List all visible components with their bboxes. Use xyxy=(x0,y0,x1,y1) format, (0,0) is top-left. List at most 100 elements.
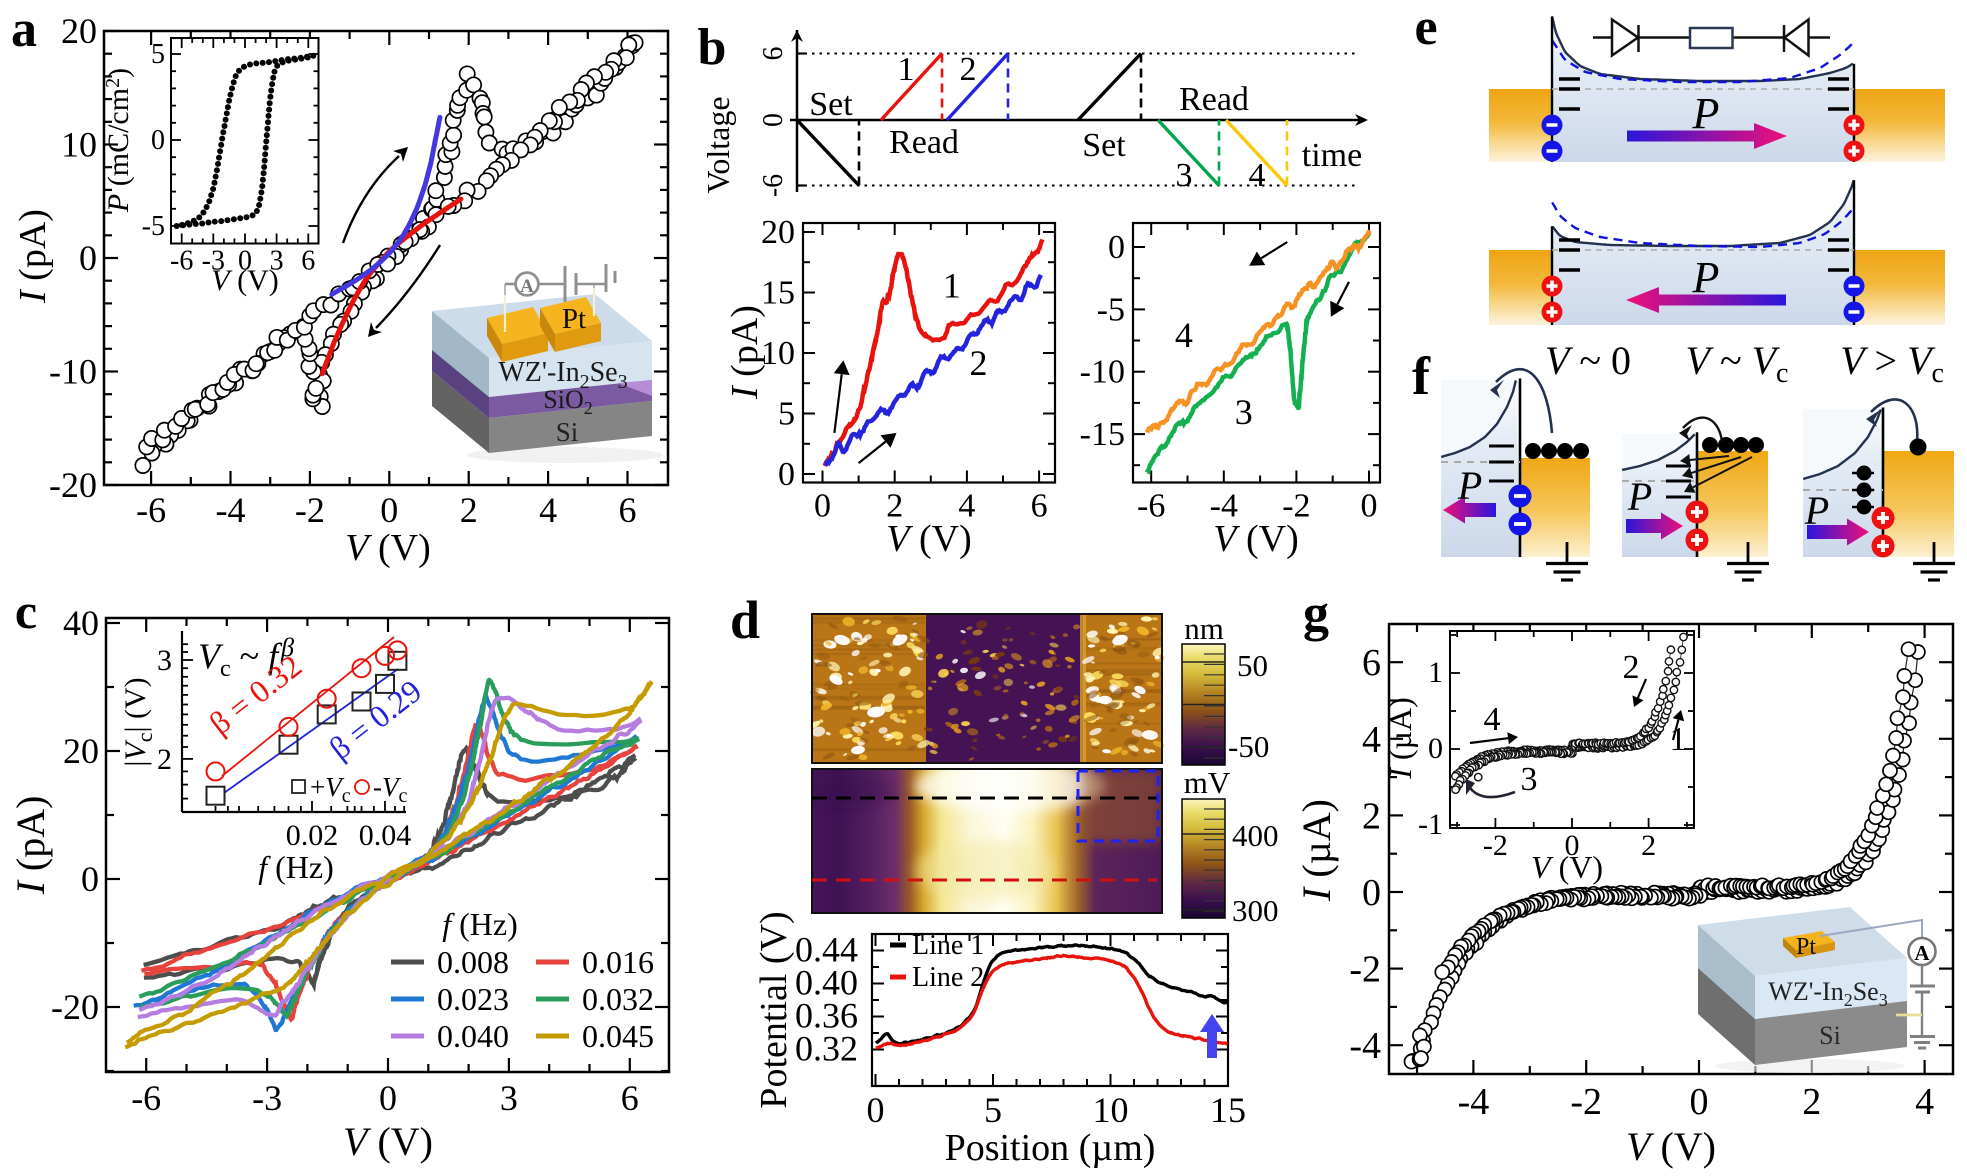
svg-text:V (V): V (V) xyxy=(886,518,971,560)
svg-text:WZ'-In2Se3: WZ'-In2Se3 xyxy=(1768,977,1887,1010)
svg-text:e: e xyxy=(1414,0,1437,56)
svg-text:V ~ 0: V ~ 0 xyxy=(1545,338,1631,383)
svg-text:3: 3 xyxy=(270,246,284,277)
svg-text:0.36: 0.36 xyxy=(795,996,858,1036)
svg-text:2: 2 xyxy=(1362,795,1381,837)
svg-text:1: 1 xyxy=(943,265,961,305)
svg-text:-50: -50 xyxy=(1228,729,1269,764)
svg-text:0.02: 0.02 xyxy=(286,819,339,852)
svg-text:Position (µm): Position (µm) xyxy=(945,1127,1156,1169)
svg-text:P: P xyxy=(1457,463,1482,508)
svg-text:2: 2 xyxy=(460,490,478,530)
svg-text:2: 2 xyxy=(1802,1081,1821,1123)
svg-text:5: 5 xyxy=(984,1090,1002,1130)
svg-text:3: 3 xyxy=(1176,157,1193,194)
svg-text:Set: Set xyxy=(1082,127,1126,164)
svg-text:-Vc: -Vc xyxy=(373,772,408,807)
svg-text:4: 4 xyxy=(1362,719,1381,761)
svg-text:1: 1 xyxy=(1428,656,1443,689)
svg-text:-5: -5 xyxy=(142,211,165,242)
svg-text:V > Vc: V > Vc xyxy=(1840,338,1944,389)
svg-text:-4: -4 xyxy=(216,490,246,530)
svg-text:I (pA): I (pA) xyxy=(12,209,54,304)
svg-text:6: 6 xyxy=(1362,642,1381,684)
svg-text:-5: -5 xyxy=(1097,291,1125,328)
svg-text:V (V): V (V) xyxy=(343,1119,433,1164)
svg-text:-20: -20 xyxy=(51,987,99,1027)
svg-text:0: 0 xyxy=(1565,829,1580,862)
svg-text:0: 0 xyxy=(1108,229,1125,266)
svg-text:0: 0 xyxy=(81,859,99,899)
svg-text:I (µA): I (µA) xyxy=(1382,697,1418,780)
svg-text:Line 2: Line 2 xyxy=(912,962,984,993)
svg-text:-20: -20 xyxy=(49,465,97,505)
svg-text:0: 0 xyxy=(238,246,252,277)
svg-text:0.023: 0.023 xyxy=(437,981,509,1017)
svg-text:50: 50 xyxy=(1237,648,1268,683)
svg-text:6: 6 xyxy=(621,1078,639,1118)
svg-text:WZ'-In2Se3: WZ'-In2Se3 xyxy=(498,357,627,393)
svg-text:V (V): V (V) xyxy=(1626,1124,1716,1169)
svg-text:0.40: 0.40 xyxy=(795,963,858,1003)
svg-text:0: 0 xyxy=(79,238,97,278)
svg-text:20: 20 xyxy=(761,214,795,251)
svg-text:0.016: 0.016 xyxy=(582,944,654,980)
svg-text:300: 300 xyxy=(1232,893,1279,928)
svg-text:0: 0 xyxy=(1428,732,1443,765)
svg-text:10: 10 xyxy=(61,125,97,165)
svg-text:2: 2 xyxy=(157,743,172,776)
svg-text:Read: Read xyxy=(1179,81,1249,118)
svg-text:I (µA): I (µA) xyxy=(1294,799,1339,902)
svg-text:0: 0 xyxy=(1361,488,1378,525)
svg-text:400: 400 xyxy=(1232,818,1279,853)
svg-text:4: 4 xyxy=(1484,701,1501,738)
svg-text:P: P xyxy=(1692,89,1720,138)
svg-text:2: 2 xyxy=(886,488,903,525)
svg-text:6: 6 xyxy=(758,47,789,61)
svg-text:3: 3 xyxy=(157,644,172,677)
svg-text:-10: -10 xyxy=(1080,354,1125,391)
svg-text:-2: -2 xyxy=(1349,949,1381,991)
svg-text:0: 0 xyxy=(379,1078,397,1118)
svg-text:Vc ~ fβ: Vc ~ fβ xyxy=(198,633,294,682)
svg-text:-2: -2 xyxy=(1483,829,1508,862)
svg-text:5: 5 xyxy=(151,39,165,70)
svg-text:2: 2 xyxy=(1623,649,1640,686)
svg-text:a: a xyxy=(11,1,37,58)
svg-text:Line 1: Line 1 xyxy=(912,930,984,961)
svg-text:P (mC/cm2): P (mC/cm2) xyxy=(102,68,135,213)
svg-text:0: 0 xyxy=(1362,872,1381,914)
svg-text:40: 40 xyxy=(63,603,99,643)
svg-text:|Vc| (V): |Vc| (V) xyxy=(119,677,157,766)
svg-text:20: 20 xyxy=(61,11,97,51)
svg-text:4: 4 xyxy=(1175,315,1193,355)
svg-text:f (Hz): f (Hz) xyxy=(258,849,334,885)
svg-text:I (pA): I (pA) xyxy=(724,305,766,400)
svg-text:0.008: 0.008 xyxy=(437,944,509,980)
svg-text:Read: Read xyxy=(889,124,959,161)
svg-text:nm: nm xyxy=(1184,611,1224,646)
svg-text:A: A xyxy=(520,276,534,297)
svg-text:2: 2 xyxy=(1641,829,1656,862)
svg-text:-1: -1 xyxy=(1418,808,1443,841)
svg-text:20: 20 xyxy=(63,731,99,771)
svg-text:P: P xyxy=(1804,488,1829,533)
svg-text:-2: -2 xyxy=(1282,488,1310,525)
svg-text:-6: -6 xyxy=(131,1078,161,1118)
svg-text:6: 6 xyxy=(1031,488,1048,525)
svg-text:3: 3 xyxy=(1235,392,1253,432)
svg-text:5: 5 xyxy=(778,396,795,433)
svg-text:0: 0 xyxy=(1690,1081,1709,1123)
svg-text:0: 0 xyxy=(778,456,795,493)
svg-text:-4: -4 xyxy=(1349,1025,1381,1067)
svg-text:10: 10 xyxy=(761,335,795,372)
svg-text:A: A xyxy=(1914,941,1930,965)
svg-text:f: f xyxy=(1412,346,1431,406)
svg-text:2: 2 xyxy=(960,51,977,88)
svg-text:3: 3 xyxy=(1521,761,1538,798)
svg-text:Pt: Pt xyxy=(1796,934,1816,960)
svg-text:15: 15 xyxy=(761,275,795,312)
svg-text:-2: -2 xyxy=(295,490,325,530)
svg-text:4: 4 xyxy=(1915,1081,1934,1123)
svg-text:1: 1 xyxy=(898,51,915,88)
